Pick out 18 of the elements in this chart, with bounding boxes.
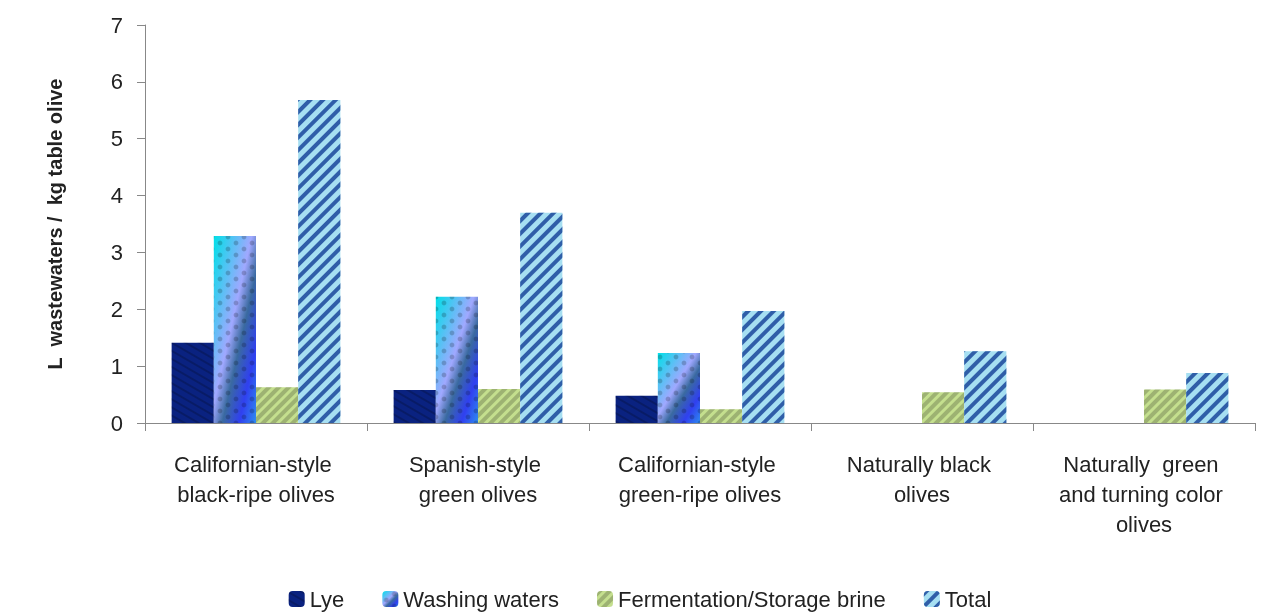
y-tick-label: 0 — [110, 410, 123, 436]
legend-label: Washing waters — [403, 586, 560, 612]
x-tick-label: Californian-style black-ripe olives — [174, 451, 338, 507]
x-tick-label: Naturally green and turning color olives — [1059, 451, 1229, 537]
y-tick-label: 4 — [110, 183, 123, 209]
y-tick-label: 6 — [110, 69, 123, 95]
x-tick-label: Spanish-style green olives — [408, 451, 548, 507]
legend-label: Total — [944, 586, 992, 612]
legend-label: Lye — [309, 586, 345, 612]
y-tick-label: 2 — [110, 296, 123, 322]
y-tick-label: 1 — [110, 353, 123, 379]
legend-label: Fermentation/Storage brine — [618, 586, 886, 612]
y-tick-label: 5 — [110, 126, 123, 152]
x-tick-label: Naturally black olives — [846, 451, 998, 507]
x-tick-label: Californian-style green-ripe olives — [618, 451, 782, 507]
y-tick-label: 3 — [110, 239, 123, 265]
y-tick-label: 7 — [110, 12, 123, 38]
y-axis-title: L wastewaters / kg table olive — [44, 78, 66, 370]
